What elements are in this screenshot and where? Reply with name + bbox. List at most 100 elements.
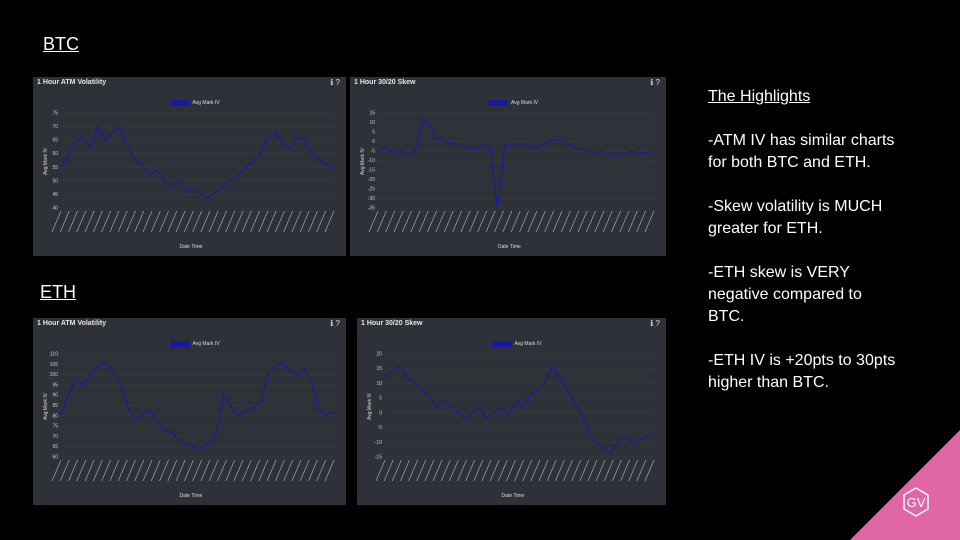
x-tick-label: [424, 459, 435, 482]
x-tick-label: [316, 210, 327, 233]
x-axis-title: Date Time: [501, 493, 525, 499]
x-tick-label: [192, 459, 202, 482]
y-tick-label: -30: [368, 196, 375, 202]
y-tick-label: -15: [375, 455, 382, 461]
x-tick-label: [619, 210, 630, 233]
legend-label: Avg Mark IV: [192, 341, 220, 347]
x-tick-label: [506, 459, 516, 482]
y-tick-label: 60: [52, 151, 58, 157]
x-tick-label: [368, 210, 379, 233]
eth-section-label: ETH: [40, 282, 76, 302]
highlights-panel: The Highlights -ATM IV has similar chart…: [708, 86, 898, 394]
chart-title: 1 Hour ATM Volatility: [37, 79, 107, 86]
x-tick-label: [527, 210, 538, 233]
x-tick-label: [569, 210, 580, 233]
x-tick-label: [435, 210, 446, 233]
x-tick-label: [494, 210, 504, 233]
x-tick-label: [51, 210, 62, 233]
x-tick-label: [519, 210, 529, 233]
x-tick-label: [577, 210, 588, 233]
info-help-icon[interactable]: ℹ ?: [650, 319, 660, 328]
x-tick-label: [510, 210, 521, 233]
x-tick-label: [530, 459, 541, 482]
y-tick-label: 90: [52, 393, 58, 399]
x-tick-label: [175, 210, 186, 233]
x-tick-label: [477, 210, 488, 233]
x-tick-label: [84, 210, 95, 233]
x-tick-label: [117, 210, 128, 233]
y-tick-label: -15: [368, 168, 375, 174]
x-tick-label: [283, 459, 293, 482]
x-tick-label: [514, 459, 524, 482]
x-tick-label: [101, 210, 111, 233]
chart-title: 1 Hour ATM Volatility: [37, 320, 107, 327]
y-tick-label: 75: [52, 111, 58, 117]
legend-swatch: [169, 100, 190, 106]
y-tick-label: 15: [376, 366, 382, 372]
x-tick-label: [432, 459, 443, 482]
x-tick-label: [561, 210, 571, 233]
chart-plot-area: 75 70 65 60 55 50 45 40: [51, 111, 335, 233]
y-tick-label: 105: [50, 362, 59, 368]
x-tick-label: [443, 210, 454, 233]
x-tick-label: [150, 210, 161, 233]
x-tick-label: [563, 459, 573, 482]
x-tick-label: [427, 210, 437, 233]
x-tick-label: [258, 210, 269, 233]
x-tick-label: [258, 459, 269, 482]
x-tick-label: [68, 459, 78, 482]
x-tick-label: [546, 459, 557, 482]
x-tick-label: [587, 459, 598, 482]
gv-logo: GV: [850, 430, 960, 540]
x-axis-title: Date Time: [179, 493, 203, 499]
x-tick-label: [233, 459, 244, 482]
btc-atm-volatility-chart: 1 Hour ATM Volatility ℹ ? Avg Mark IV 75 70 6…: [33, 77, 346, 256]
x-tick-label: [571, 459, 581, 482]
highlight-item: -ETH IV is +20pts to 30pts higher than B…: [708, 352, 896, 391]
x-tick-label: [602, 210, 613, 233]
x-tick-label: [522, 459, 533, 482]
info-help-icon[interactable]: ℹ ?: [650, 78, 660, 87]
x-tick-label: [457, 459, 467, 482]
x-tick-label: [636, 459, 647, 482]
legend-swatch: [491, 341, 512, 347]
x-tick-label: [283, 210, 293, 233]
x-tick-label: [595, 459, 606, 482]
highlight-item: -ETH skew is VERY negative compared to B…: [708, 264, 862, 325]
x-tick-label: [627, 210, 638, 233]
info-help-icon[interactable]: ℹ ?: [330, 319, 340, 328]
x-tick-label: [469, 210, 479, 233]
logo-corner-triangle: [850, 430, 960, 540]
chart-legend: Avg Mark IV: [169, 341, 220, 347]
x-tick-label: [579, 459, 590, 482]
info-help-icon[interactable]: ℹ ?: [330, 78, 340, 87]
x-tick-label: [250, 459, 260, 482]
x-tick-label: [603, 459, 614, 482]
y-tick-label: 55: [52, 165, 58, 171]
x-tick-label: [410, 210, 421, 233]
x-tick-label: [109, 210, 120, 233]
chart-plot-area: 20 15 10 5 0 -5 -10 -15: [375, 352, 655, 482]
x-tick-label: [502, 210, 513, 233]
y-tick-label: 0: [372, 139, 375, 145]
x-tick-label: [383, 459, 394, 482]
x-tick-label: [489, 459, 500, 482]
x-tick-label: [76, 459, 87, 482]
x-tick-label: [184, 459, 194, 482]
eth-atm-volatility-chart: 1 Hour ATM Volatility ℹ ? Avg Mark IV 110 10…: [33, 318, 346, 505]
x-tick-label: [644, 210, 655, 233]
x-tick-label: [76, 210, 87, 233]
x-tick-label: [192, 210, 202, 233]
x-tick-label: [324, 210, 335, 233]
y-tick-label: 85: [52, 403, 58, 409]
x-tick-label: [266, 210, 277, 233]
y-tick-label: 20: [376, 352, 382, 358]
legend-label: Avg Mark IV: [511, 100, 539, 106]
highlight-item: -ATM IV has similar charts for both BTC …: [708, 132, 895, 171]
btc-skew-chart: 1 Hour 30/20 Skew ℹ ? Avg Mark IV 15 10 5 0 -5 -…: [350, 77, 666, 256]
x-tick-label: [299, 459, 310, 482]
x-tick-label: [611, 210, 621, 233]
series-line: [384, 364, 655, 455]
chart-plot-area: 15 10 5 0 -5 -10 -15 -20 -25 -30 -35: [368, 111, 655, 233]
x-tick-label: [452, 210, 462, 233]
